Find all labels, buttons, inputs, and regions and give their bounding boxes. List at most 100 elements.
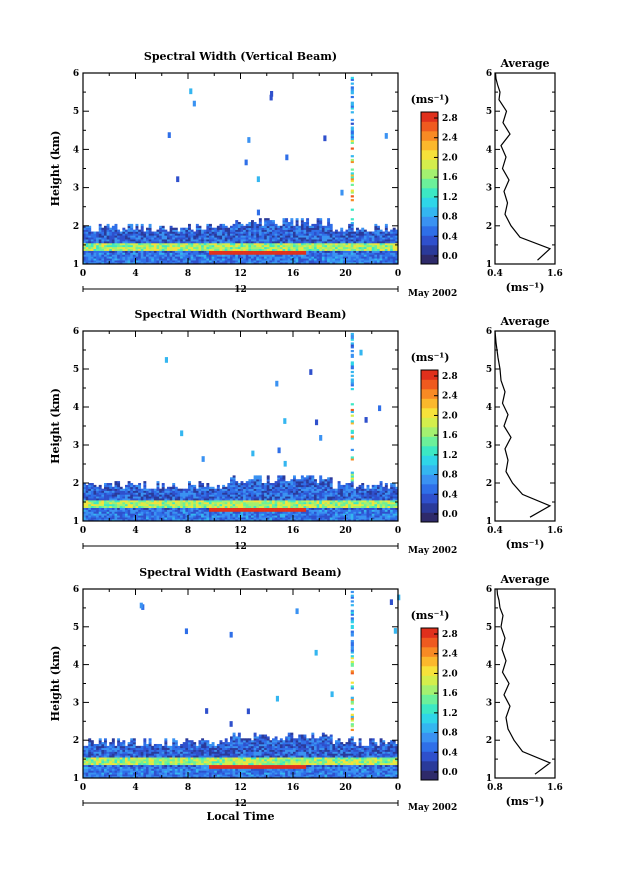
- heatmap-cell: [264, 242, 268, 246]
- heatmap-cell: [240, 492, 244, 495]
- heatmap-cell: [306, 223, 310, 227]
- heatmap-cell: [209, 248, 212, 251]
- heatmap-cell: [327, 244, 331, 248]
- heatmap-cell: [264, 502, 268, 505]
- heatmap-cell: [358, 500, 362, 503]
- heatmap-cell: [159, 509, 163, 512]
- heatmap-cell: [261, 484, 265, 488]
- heatmap-cell: [96, 500, 100, 503]
- heatmap-cell: [329, 239, 333, 242]
- heatmap-cell: [85, 505, 89, 508]
- heatmap-cell: [243, 256, 247, 259]
- heatmap-cell: [237, 231, 241, 234]
- heatmap-cell: [169, 513, 173, 516]
- heatmap-cell: [83, 507, 86, 510]
- heatmap-cell: [258, 258, 262, 261]
- heatmap-cell: [224, 239, 228, 242]
- heatmap-cell: [308, 486, 312, 489]
- heatmap-cell: [274, 492, 278, 495]
- heatmap-cell: [201, 519, 205, 522]
- heatmap-cell: [130, 233, 134, 236]
- heatmap-cell: [311, 511, 315, 514]
- heatmap-cell: [279, 229, 283, 232]
- heatmap-cell: [201, 494, 205, 497]
- heatmap-cell: [282, 496, 286, 499]
- heatmap-cell: [258, 481, 262, 484]
- heatmap-cell: [392, 258, 396, 261]
- heatmap-cell: [314, 241, 317, 244]
- heatmap-cell: [161, 235, 165, 238]
- heatmap-cell: [224, 246, 228, 250]
- colorbar-segment: [421, 131, 438, 141]
- heatmap-cell: [256, 244, 260, 248]
- heatmap-cell: [290, 496, 294, 499]
- heatmap-cell: [151, 513, 155, 516]
- heatmap-cell: [345, 242, 349, 246]
- heatmap-cell: [151, 250, 155, 253]
- heatmap-cell: [356, 507, 359, 510]
- heatmap-cell: [195, 246, 199, 250]
- heatmap-cell: [96, 486, 100, 489]
- heatmap-cell: [350, 78, 354, 81]
- heatmap-cell: [193, 484, 197, 488]
- heatmap-cell: [222, 241, 226, 244]
- heatmap-cell: [253, 477, 257, 480]
- heatmap-cell: [245, 260, 249, 263]
- heatmap-cell: [93, 486, 97, 489]
- heatmap-cell: [232, 502, 236, 505]
- heatmap-cell: [180, 227, 184, 230]
- heatmap-cell: [395, 509, 399, 512]
- heatmap-cell: [285, 256, 289, 259]
- heatmap-cell: [295, 252, 299, 255]
- heatmap-cell: [335, 256, 338, 259]
- heatmap-cell: [303, 513, 307, 516]
- heatmap-cell: [282, 218, 286, 221]
- heatmap-cell: [117, 237, 121, 240]
- heatmap-cell: [277, 477, 281, 480]
- heatmap-cell: [258, 262, 262, 265]
- heatmap-cell: [167, 517, 170, 520]
- heatmap-cell: [342, 494, 346, 497]
- heatmap-cell: [356, 227, 359, 230]
- heatmap-cell: [358, 494, 362, 497]
- heatmap-cell: [314, 503, 317, 507]
- heatmap-cell: [251, 492, 254, 495]
- heatmap-cell: [395, 517, 399, 520]
- heatmap-cell: [111, 494, 115, 497]
- heatmap-cell: [203, 244, 207, 248]
- heatmap-cell: [337, 233, 341, 236]
- heatmap-cell: [206, 494, 210, 497]
- heatmap-cell: [245, 252, 249, 255]
- heatmap-cell: [230, 498, 233, 501]
- heatmap-cell: [279, 248, 283, 251]
- heatmap-cell: [111, 231, 115, 234]
- heatmap-cell: [314, 227, 317, 230]
- heatmap-cell: [101, 231, 105, 234]
- heatmap-cell: [201, 503, 205, 507]
- heatmap-cell: [350, 517, 354, 520]
- heatmap-cell: [88, 517, 92, 520]
- heatmap-cell: [130, 515, 134, 518]
- heatmap-cell: [90, 488, 94, 491]
- heatmap-cell: [314, 258, 317, 261]
- heatmap-cell: [156, 239, 160, 242]
- heatmap-cell: [90, 511, 94, 514]
- heatmap-cell: [329, 235, 333, 238]
- heatmap-cell: [135, 513, 139, 516]
- heatmap-cell: [172, 488, 176, 491]
- heatmap-cell: [177, 258, 181, 261]
- heatmap-cell: [148, 505, 152, 508]
- heatmap-cell: [104, 513, 107, 516]
- heatmap-cell: [201, 244, 205, 248]
- heatmap-cell: [353, 496, 357, 499]
- heatmap-cell: [193, 498, 197, 501]
- heatmap-cell: [251, 223, 254, 227]
- heatmap-cell: [206, 519, 210, 522]
- heatmap-cell: [203, 254, 207, 257]
- heatmap-cell: [88, 502, 92, 505]
- heatmap-cell: [172, 515, 176, 518]
- heatmap-cell: [174, 254, 178, 257]
- heatmap-cell: [93, 254, 97, 257]
- heatmap-cell: [216, 503, 220, 507]
- heatmap-cell: [308, 479, 312, 482]
